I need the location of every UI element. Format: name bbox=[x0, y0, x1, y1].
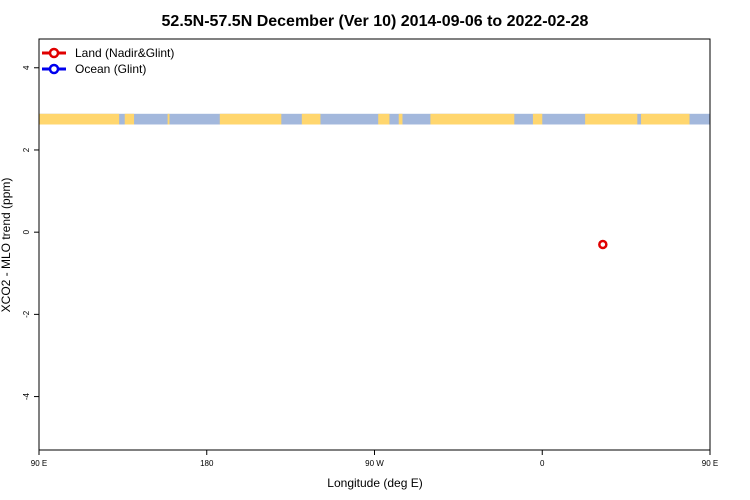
land-segment bbox=[167, 113, 170, 125]
y-axis-label: XCO2 - MLO trend (ppm) bbox=[0, 178, 13, 313]
data-point bbox=[598, 239, 608, 250]
y-tick-label: 0 bbox=[22, 229, 31, 234]
ocean-band bbox=[39, 113, 710, 125]
plot-frame bbox=[38, 38, 711, 451]
legend-marker bbox=[48, 47, 60, 59]
legend-label: Ocean (Glint) bbox=[75, 62, 146, 76]
x-tick-label: 0 bbox=[540, 459, 545, 468]
data-points bbox=[598, 239, 608, 250]
land-segment bbox=[124, 113, 135, 125]
chart-title: 52.5N-57.5N December (Ver 10) 2014-09-06… bbox=[162, 13, 589, 30]
legend-label: Land (Nadir&Glint) bbox=[75, 46, 174, 60]
land-segment bbox=[532, 113, 543, 125]
land-segment bbox=[430, 113, 515, 125]
land-segment bbox=[301, 113, 321, 125]
x-tick-label: 90 W bbox=[365, 459, 384, 468]
legend-marker bbox=[48, 63, 60, 75]
x-tick-label: 180 bbox=[200, 459, 214, 468]
y-tick-label: 4 bbox=[22, 65, 31, 70]
y-axis: -4 -2 0 2 4 bbox=[22, 65, 39, 400]
land-segment bbox=[219, 113, 282, 125]
land-segment bbox=[398, 113, 403, 125]
land-segment bbox=[585, 113, 638, 125]
y-tick-label: -4 bbox=[22, 392, 31, 400]
x-tick-label: 90 E bbox=[702, 459, 718, 468]
x-tick-label: 90 E bbox=[31, 459, 47, 468]
x-axis-label: Longitude (deg E) bbox=[327, 476, 422, 490]
land-segment bbox=[39, 113, 120, 125]
legend: Land (Nadir&Glint) Ocean (Glint) bbox=[42, 46, 174, 76]
y-tick-label: -2 bbox=[22, 310, 31, 318]
land-segment bbox=[641, 113, 690, 125]
y-tick-label: 2 bbox=[22, 147, 31, 152]
land-ocean-strip bbox=[39, 113, 710, 125]
land-segment bbox=[378, 113, 390, 125]
